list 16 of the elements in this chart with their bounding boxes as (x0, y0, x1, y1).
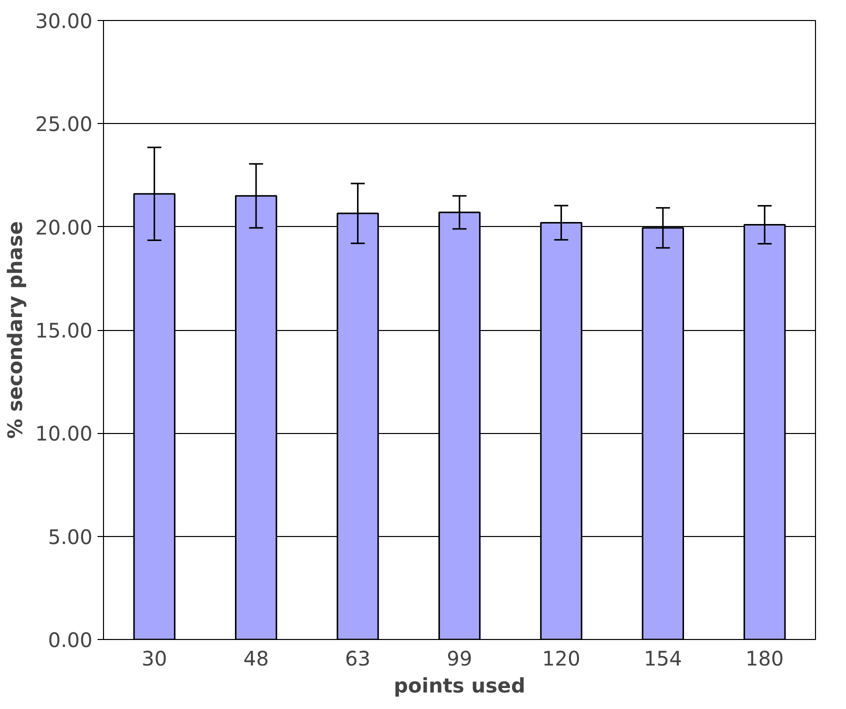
y-tick-label: 30.00 (35, 9, 93, 33)
x-tick-label: 120 (542, 646, 580, 670)
y-tick-label: 0.00 (48, 628, 92, 652)
x-axis-title: points used (394, 674, 526, 698)
y-axis-title: % secondary phase (3, 221, 28, 439)
x-tick-label: 99 (446, 646, 472, 670)
y-tick-label: 15.00 (35, 318, 93, 342)
y-tick-label: 10.00 (35, 422, 93, 446)
x-tick-label: 63 (345, 646, 371, 670)
y-tick-label: 5.00 (48, 524, 92, 549)
y-tick-label: 25.00 (35, 112, 93, 136)
y-tick-label: 20.00 (35, 215, 93, 240)
x-tick-label: 180 (746, 646, 784, 670)
x-tick-label: 30 (142, 646, 168, 670)
x-tick-label: 48 (243, 646, 269, 670)
x-tick-label: 154 (644, 646, 682, 670)
